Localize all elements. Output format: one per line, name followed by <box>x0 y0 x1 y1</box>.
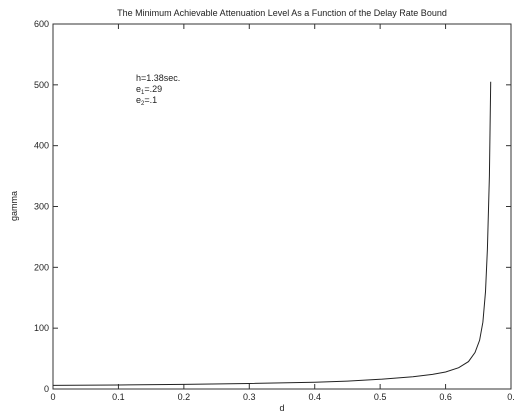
annotation-e2-sub: 2 <box>141 101 145 107</box>
y-tick-label: 300 <box>34 202 49 212</box>
y-tick-label: 0 <box>44 384 49 394</box>
y-axis-label: gamma <box>9 191 19 221</box>
x-tick-label: 0. <box>507 392 515 402</box>
x-tick-label: 0.5 <box>374 392 387 402</box>
series-line <box>52 81 492 386</box>
x-tick-label: 0.3 <box>243 392 256 402</box>
x-tick-label: 0.1 <box>112 392 125 402</box>
annotation-e2-tail: =.1 <box>144 95 157 105</box>
x-tick-label: 0 <box>50 392 55 402</box>
annotation-e1-tail: =.29 <box>144 84 162 94</box>
y-tick-label: 600 <box>34 19 49 29</box>
annotation-e2-base: e <box>136 95 141 105</box>
annotation-e1-base: e <box>136 84 141 94</box>
chart-title: The Minimum Achievable Attenuation Level… <box>117 8 447 18</box>
x-tick-label: 0.2 <box>178 392 191 402</box>
annotation-e1-sub: 1 <box>141 90 145 96</box>
series-layer <box>52 81 492 386</box>
x-axis-label: d <box>279 403 284 413</box>
annotation-e2: e2=.1 <box>136 95 157 107</box>
annotation-block: h=1.38sec. e1=.29 e2=.1 <box>136 73 180 107</box>
plot-frame <box>52 23 512 390</box>
axis-ticks: 0 0.1 0.2 0.3 0.4 0.5 0.6 0. 0 100 200 300 400 500 600 <box>34 19 515 402</box>
y-tick-label: 100 <box>34 323 49 333</box>
x-tick-label: 0.6 <box>439 392 452 402</box>
annotation-e1: e1=.29 <box>136 84 162 96</box>
y-tick-label: 500 <box>34 80 49 90</box>
y-tick-label: 200 <box>34 262 49 272</box>
y-tick-label: 400 <box>34 141 49 151</box>
x-tick-label: 0.4 <box>308 392 321 402</box>
plot-area: 0 0.1 0.2 0.3 0.4 0.5 0.6 0. 0 100 200 300 400 500 600 <box>34 19 515 402</box>
annotation-h: h=1.38sec. <box>136 73 180 83</box>
